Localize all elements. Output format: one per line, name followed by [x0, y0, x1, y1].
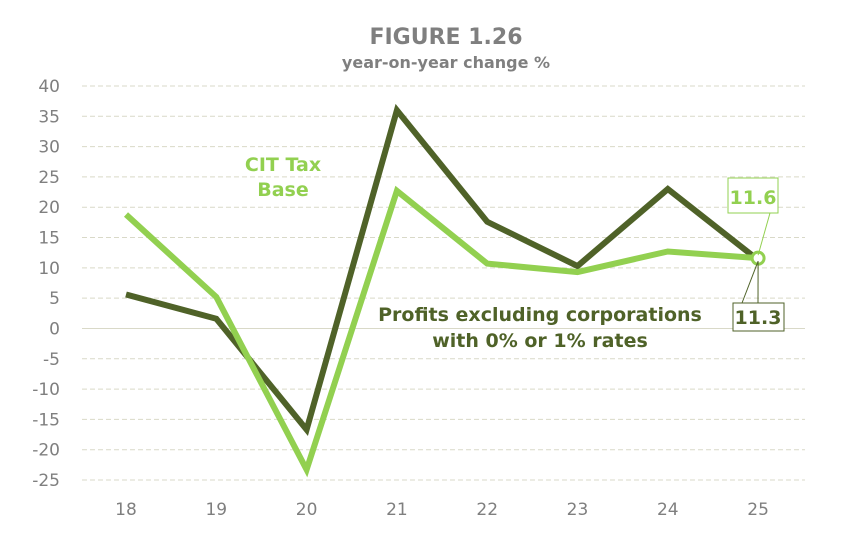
- y-tick-label: 20: [38, 198, 60, 218]
- leader-line: [741, 260, 759, 304]
- y-tick-label: -10: [32, 380, 60, 400]
- series-line-0: [125, 103, 760, 437]
- series-label: Profits excluding corporations: [378, 304, 702, 326]
- y-tick-label: 15: [38, 229, 60, 249]
- leader-line: [757, 212, 771, 256]
- y-tick-label: -5: [43, 350, 60, 370]
- series-label: with 0% or 1% rates: [432, 330, 648, 352]
- series-label: CIT Tax: [245, 154, 321, 176]
- y-tick-label: -20: [32, 441, 60, 461]
- data-label: 11.3: [735, 307, 782, 329]
- x-tick-label: 19: [205, 500, 227, 520]
- y-tick-label: 25: [38, 168, 60, 188]
- x-tick-label: 25: [747, 500, 769, 520]
- y-tick-label: 0: [49, 319, 60, 339]
- x-tick-label: 20: [296, 500, 318, 520]
- y-tick-label: -15: [32, 410, 60, 430]
- y-tick-label: 5: [49, 289, 60, 309]
- data-label: 11.6: [730, 187, 777, 209]
- chart-title: FIGURE 1.26: [369, 25, 522, 50]
- value-box: [732, 302, 785, 332]
- chart-subtitle: year-on-year change %: [342, 53, 550, 72]
- y-tick-label: 35: [38, 107, 60, 127]
- value-box: [727, 177, 779, 214]
- y-tick-label: 30: [38, 138, 60, 158]
- series-label: Base: [257, 179, 309, 201]
- y-tick-label: -25: [32, 471, 60, 491]
- series-line-1: [123, 185, 759, 478]
- y-tick-label: 10: [38, 259, 60, 279]
- x-tick-label: 23: [567, 500, 589, 520]
- x-tick-label: 22: [476, 500, 498, 520]
- x-tick-label: 24: [657, 500, 679, 520]
- y-tick-label: 40: [38, 77, 60, 97]
- x-tick-label: 21: [386, 500, 408, 520]
- x-tick-label: 18: [115, 500, 137, 520]
